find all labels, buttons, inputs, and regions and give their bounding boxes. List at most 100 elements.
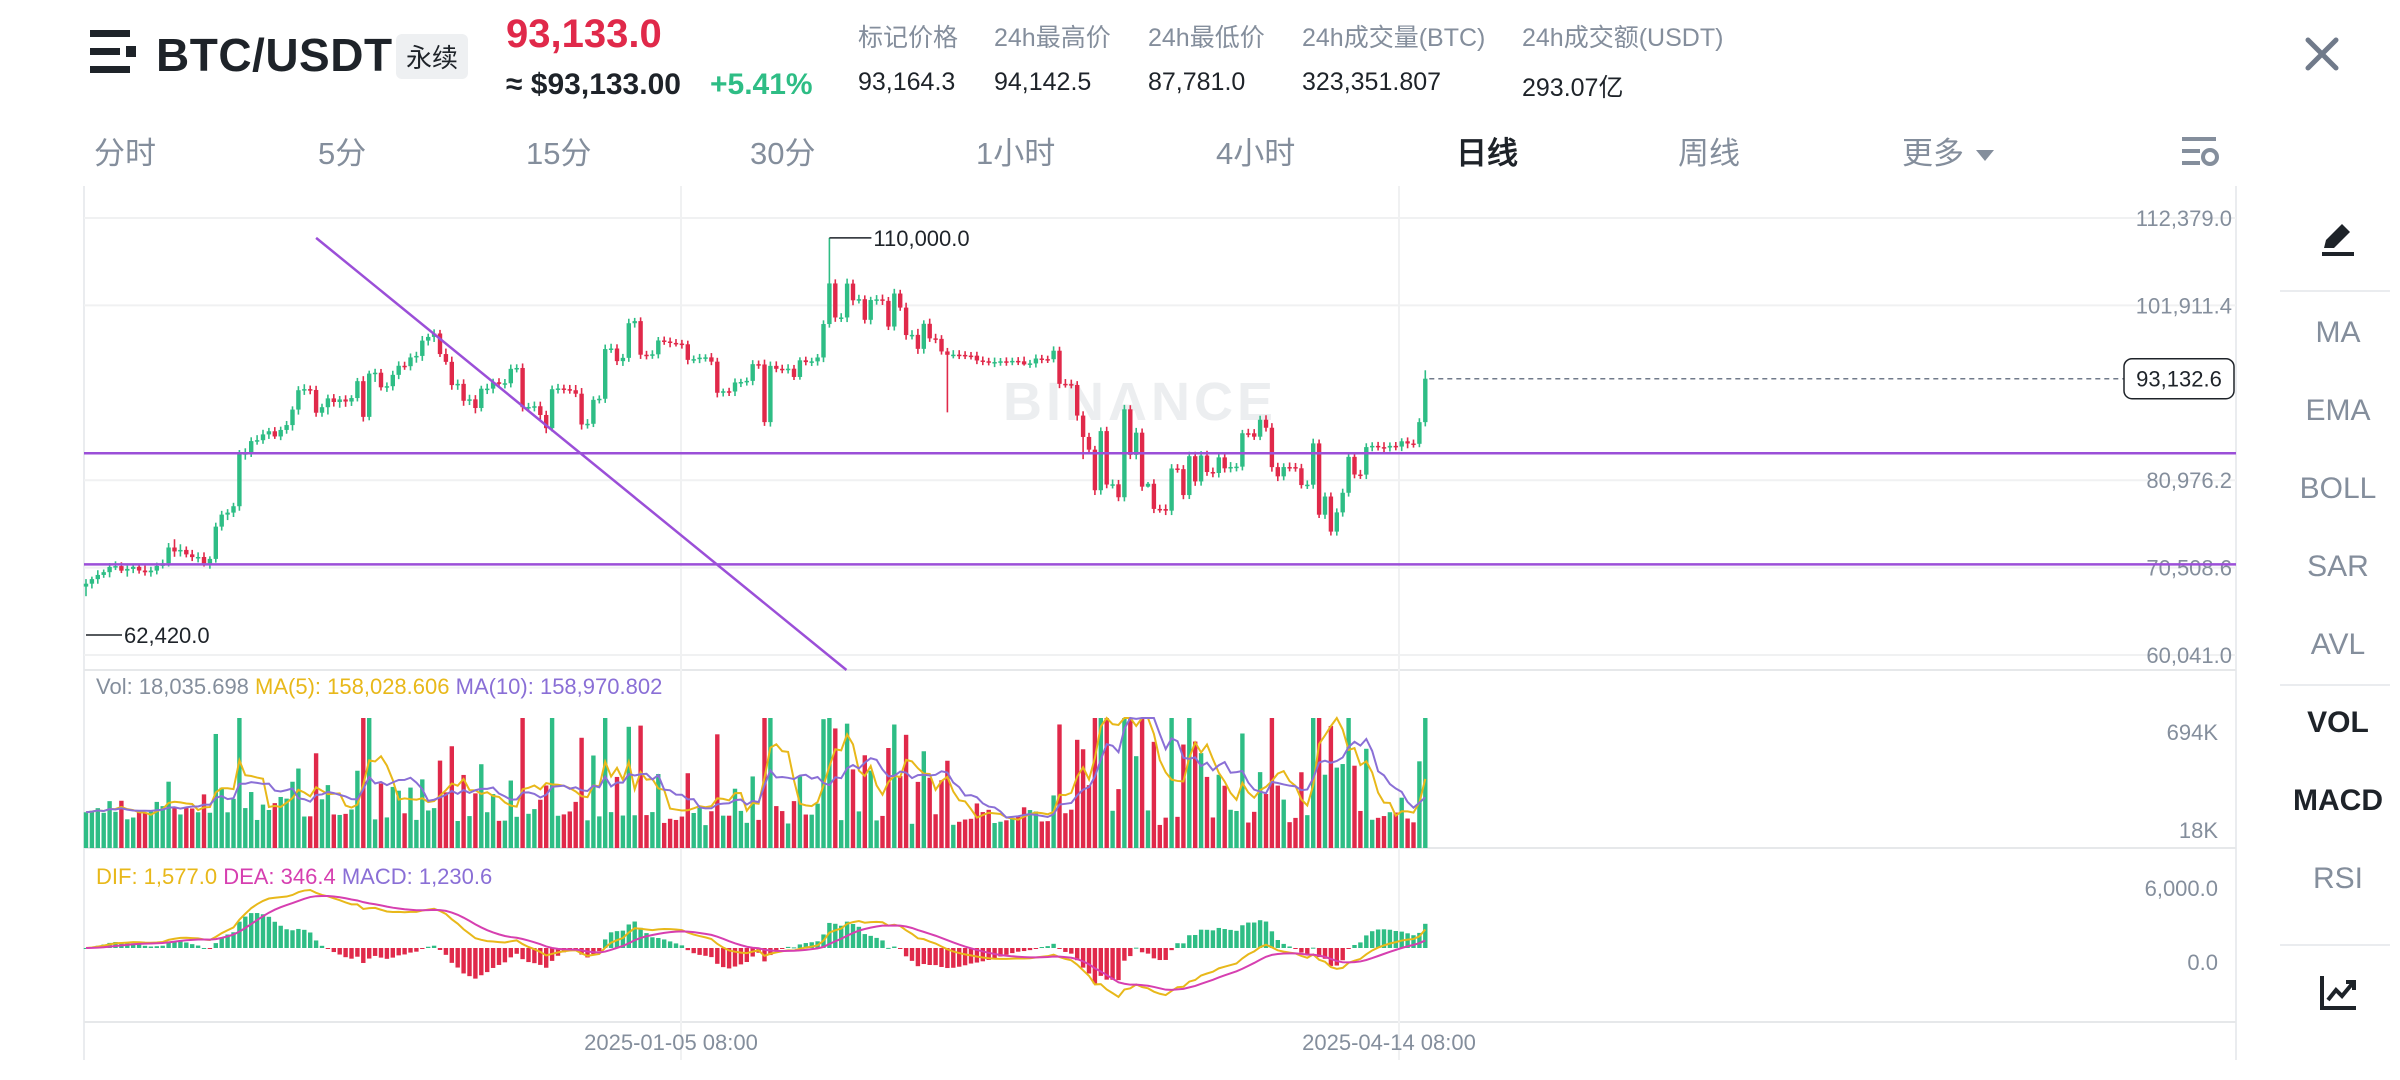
indicator-boll[interactable]: BOLL (2299, 472, 2377, 505)
macd-histogram-bar (915, 948, 921, 967)
indicator-rsi[interactable]: RSI (2312, 862, 2363, 895)
candle-body (1246, 433, 1251, 435)
indicator-ma[interactable]: MA (2315, 316, 2361, 349)
close-icon[interactable] (2294, 26, 2350, 82)
macd-histogram-bar (355, 948, 360, 957)
candle-body (473, 399, 478, 409)
candle-body (709, 357, 714, 362)
volume-bar (278, 796, 283, 848)
volume-bar (597, 816, 602, 848)
volume-bar (880, 815, 885, 848)
indicator-vol[interactable]: VOL (2307, 706, 2369, 739)
macd-histogram-bar (296, 928, 301, 948)
volume-bar (1016, 815, 1021, 848)
macd-histogram-bar (372, 948, 378, 956)
volume-bar (119, 800, 124, 848)
macd-histogram-bar (1175, 943, 1180, 948)
candle-body (136, 566, 142, 571)
tab-1w[interactable]: 周线 (1678, 136, 1740, 171)
candle-body (1240, 433, 1245, 467)
volume-bar (839, 820, 844, 848)
macd-histogram-bar (738, 948, 744, 965)
macd-histogram-bar (909, 948, 915, 961)
candle-body (744, 380, 749, 383)
approx-usd-price: ≈ $93,133.00 (506, 68, 681, 101)
volume-bar (679, 816, 685, 848)
volume-bar (390, 786, 395, 848)
tab-1d[interactable]: 日线 (1456, 136, 1518, 171)
macd-histogram-bar (620, 930, 626, 948)
volume-bar (962, 819, 968, 848)
chart-settings-icon[interactable] (2180, 134, 2220, 170)
macd-histogram-bar (172, 941, 177, 948)
candle-body (319, 407, 325, 413)
volume-bar (266, 809, 272, 848)
tab-15m[interactable]: 15分 (526, 136, 592, 171)
candle-body (1364, 447, 1369, 475)
volume-bar (508, 780, 513, 848)
volume-bar (485, 812, 490, 848)
candle-body (195, 556, 201, 559)
chart-line-icon[interactable] (2318, 972, 2358, 1012)
candle-body (190, 554, 195, 558)
candle-body (567, 389, 572, 391)
macd-histogram-bar (219, 937, 224, 948)
pair-name[interactable]: BTC/USDT (156, 29, 393, 81)
volume-bar (697, 808, 702, 848)
macd-histogram-bar (148, 946, 154, 948)
volume-bar (414, 819, 419, 848)
indicator-ema[interactable]: EMA (2305, 394, 2371, 427)
candle-body (774, 365, 779, 369)
volume-bar (750, 776, 755, 848)
candle-body (213, 526, 218, 559)
volume-bar (1287, 822, 1292, 848)
macd-histogram-bar (384, 948, 390, 959)
volume-bar (384, 817, 390, 848)
volume-bar (620, 815, 626, 848)
indicator-avl[interactable]: AVL (2310, 628, 2366, 661)
volume-bar (726, 815, 732, 848)
volume-bar (89, 810, 95, 848)
candle-body (290, 409, 295, 426)
candle-body (1316, 443, 1322, 515)
draw-tool-icon[interactable] (2318, 218, 2358, 258)
candle-body (514, 367, 519, 370)
macd-histogram-bar (367, 948, 372, 959)
volume-bar (1370, 819, 1375, 848)
tab-4h[interactable]: 4小时 (1216, 136, 1296, 171)
tab-30m[interactable]: 30分 (750, 136, 816, 171)
tab-time[interactable]: 分时 (94, 136, 156, 171)
volume-bar (107, 801, 112, 848)
volume-bar (136, 812, 142, 848)
indicator-sar[interactable]: SAR (2307, 550, 2369, 583)
volume-bar (1275, 785, 1280, 848)
macd-histogram-bar (266, 916, 272, 948)
volume-bar (1039, 821, 1044, 848)
pair-menu-icon[interactable] (90, 30, 138, 74)
macd-histogram-bar (538, 948, 543, 965)
macd-histogram-bar (1122, 948, 1127, 961)
volume-bar (980, 812, 985, 848)
macd-histogram-bar (461, 948, 466, 974)
tab-more[interactable]: 更多 (1902, 128, 1994, 173)
stat-mark-price: 标记价格 93,164.3 (858, 18, 958, 97)
candle-body (166, 547, 171, 564)
volume-bar (443, 792, 449, 848)
volume-bar (1057, 724, 1062, 848)
candle-body (1393, 445, 1398, 448)
indicator-macd[interactable]: MACD (2293, 784, 2383, 817)
volume-bar (868, 770, 873, 848)
volume-bar (744, 822, 749, 848)
volume-bar (797, 776, 803, 848)
macd-histogram-bar (1145, 948, 1151, 954)
kline-chart[interactable]: 112,379.0 101,911.4 80,976.2 70,508.6 60,041… (0, 0, 2270, 1080)
candle-body (490, 382, 496, 389)
candle-body (1069, 384, 1074, 386)
volume-bar (420, 779, 425, 848)
tab-1h[interactable]: 1小时 (976, 136, 1056, 171)
candle-body (1098, 431, 1103, 491)
volume-bar (190, 808, 195, 848)
volume-bar (1234, 810, 1239, 848)
macd-histogram-bar (685, 948, 690, 951)
tab-5m[interactable]: 5分 (318, 136, 367, 171)
